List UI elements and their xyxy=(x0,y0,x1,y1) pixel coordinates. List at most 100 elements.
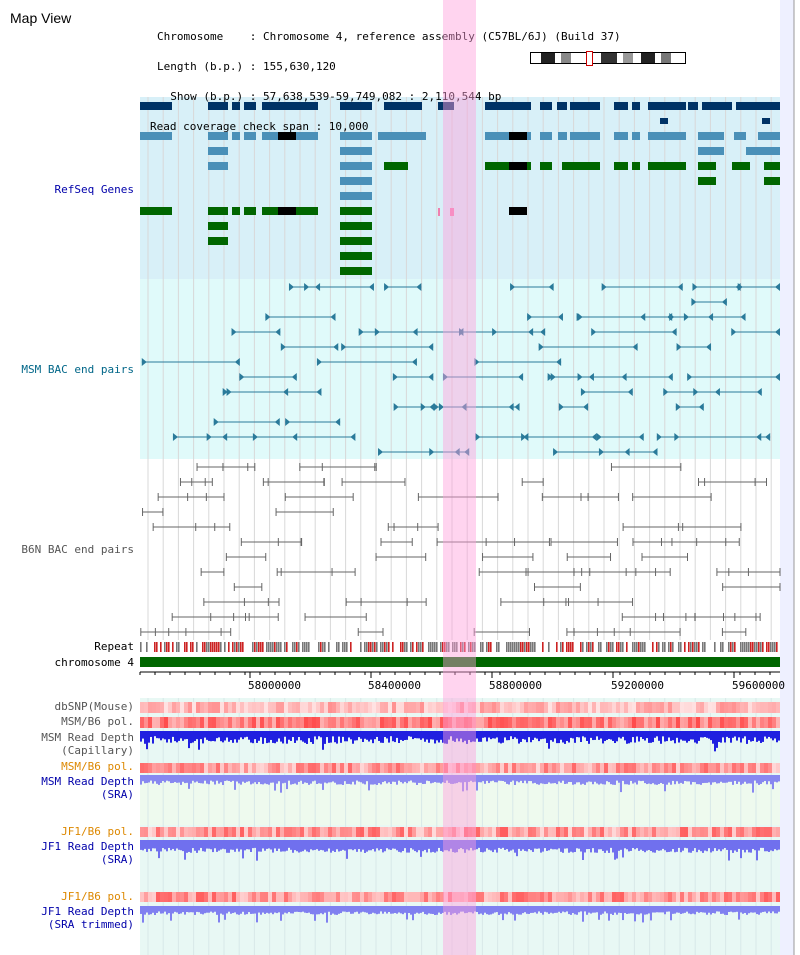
msm-bac-end xyxy=(632,343,638,351)
heat-cell xyxy=(304,892,308,902)
depth-bar xyxy=(556,731,558,744)
heat-cell xyxy=(432,717,436,728)
depth-bar xyxy=(212,840,214,853)
depth-bar xyxy=(638,840,640,851)
depth-bar xyxy=(210,731,212,742)
heat-cell xyxy=(332,763,336,773)
heat-cell xyxy=(688,763,692,773)
heat-cell xyxy=(444,892,448,902)
heat-cell xyxy=(488,717,492,728)
heat-cell xyxy=(576,827,580,837)
depth-bar xyxy=(380,840,382,849)
heat-cell xyxy=(284,717,288,728)
depth-bar xyxy=(678,840,680,848)
heat-cell xyxy=(668,892,672,902)
repeat-feature xyxy=(218,642,220,652)
repeat-feature xyxy=(416,642,418,652)
depth-bar xyxy=(318,906,320,915)
heat-cell xyxy=(396,763,400,773)
heat-cell xyxy=(264,892,268,902)
track-label-msm-depth-cap-sub: (Capillary) xyxy=(61,744,134,757)
depth-bar xyxy=(218,906,220,923)
depth-bar xyxy=(264,906,266,914)
heat-cell xyxy=(464,763,468,773)
depth-bar xyxy=(668,775,670,783)
heat-cell xyxy=(724,702,728,713)
gene-feature xyxy=(732,162,750,170)
msm-bac-end xyxy=(677,283,683,291)
depth-bar xyxy=(346,731,348,742)
depth-bar xyxy=(736,731,738,741)
heat-cell xyxy=(464,702,468,713)
depth-bar xyxy=(418,731,420,739)
heat-cell xyxy=(312,702,316,713)
heat-cell xyxy=(716,827,720,837)
heat-cell xyxy=(752,892,756,902)
depth-bar xyxy=(454,840,456,853)
gene-feature xyxy=(244,132,256,140)
heat-cell xyxy=(688,892,692,902)
depth-bar xyxy=(716,906,718,912)
depth-bar xyxy=(174,906,176,912)
chromosome-ideogram[interactable] xyxy=(530,51,686,66)
depth-bar xyxy=(310,840,312,850)
depth-bar xyxy=(742,906,744,914)
heat-cell xyxy=(696,763,700,773)
depth-bar xyxy=(542,840,544,852)
heat-cell xyxy=(604,827,608,837)
depth-bar xyxy=(686,775,688,782)
depth-bar xyxy=(152,731,154,744)
repeat-feature xyxy=(498,642,500,652)
depth-bar xyxy=(386,775,388,784)
heat-cell xyxy=(176,892,180,902)
depth-bar xyxy=(542,906,544,915)
depth-bar xyxy=(216,840,218,852)
depth-bar xyxy=(580,775,582,785)
repeat-feature xyxy=(412,642,414,652)
heat-cell xyxy=(760,827,764,837)
depth-bar xyxy=(710,731,712,741)
depth-bar xyxy=(356,731,358,741)
depth-bar xyxy=(670,906,672,921)
depth-bar xyxy=(540,731,542,740)
depth-bar xyxy=(316,840,318,850)
heat-cell xyxy=(384,717,388,728)
heat-cell xyxy=(164,702,168,713)
depth-bar xyxy=(396,731,398,738)
depth-bar xyxy=(160,775,162,783)
heat-cell xyxy=(508,717,512,728)
gene-feature xyxy=(140,207,172,215)
depth-bar xyxy=(162,731,164,739)
heat-cell xyxy=(156,702,160,713)
repeat-feature xyxy=(242,642,244,652)
depth-bar xyxy=(600,775,602,784)
heat-cell xyxy=(296,892,300,902)
depth-bar xyxy=(730,775,732,782)
heat-cell xyxy=(432,702,436,713)
heat-cell xyxy=(392,702,396,713)
depth-bar xyxy=(652,906,654,913)
heat-cell xyxy=(416,717,420,728)
heat-cell xyxy=(532,763,536,773)
depth-bar xyxy=(250,775,252,785)
heat-cell xyxy=(432,763,436,773)
depth-bar xyxy=(232,906,234,914)
heat-cell xyxy=(660,892,664,902)
msm-bac-end xyxy=(464,448,470,456)
right-margin xyxy=(780,0,794,955)
depth-bar xyxy=(598,775,600,785)
depth-bar xyxy=(778,840,780,850)
heat-cell xyxy=(608,702,612,713)
depth-bar xyxy=(250,906,252,914)
depth-bar xyxy=(144,731,146,744)
heat-cell xyxy=(200,702,204,713)
repeat-feature xyxy=(704,642,706,652)
repeat-feature xyxy=(518,642,520,652)
depth-bar xyxy=(702,906,704,913)
heat-cell xyxy=(468,763,472,773)
depth-bar xyxy=(268,775,270,785)
depth-bar xyxy=(352,840,354,851)
heat-cell xyxy=(584,892,588,902)
depth-bar xyxy=(534,775,536,783)
